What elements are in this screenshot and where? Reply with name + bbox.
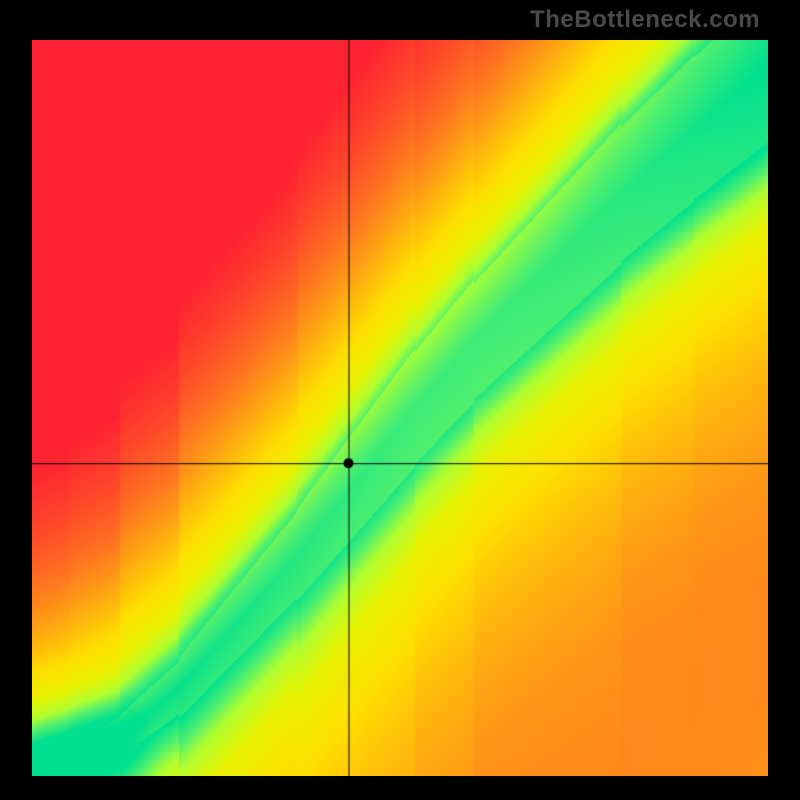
bottleneck-heatmap [32, 40, 768, 776]
chart-container: { "attribution": { "text": "TheBottlenec… [0, 0, 800, 800]
attribution-text: TheBottleneck.com [530, 6, 760, 34]
heatmap-canvas [32, 40, 768, 776]
